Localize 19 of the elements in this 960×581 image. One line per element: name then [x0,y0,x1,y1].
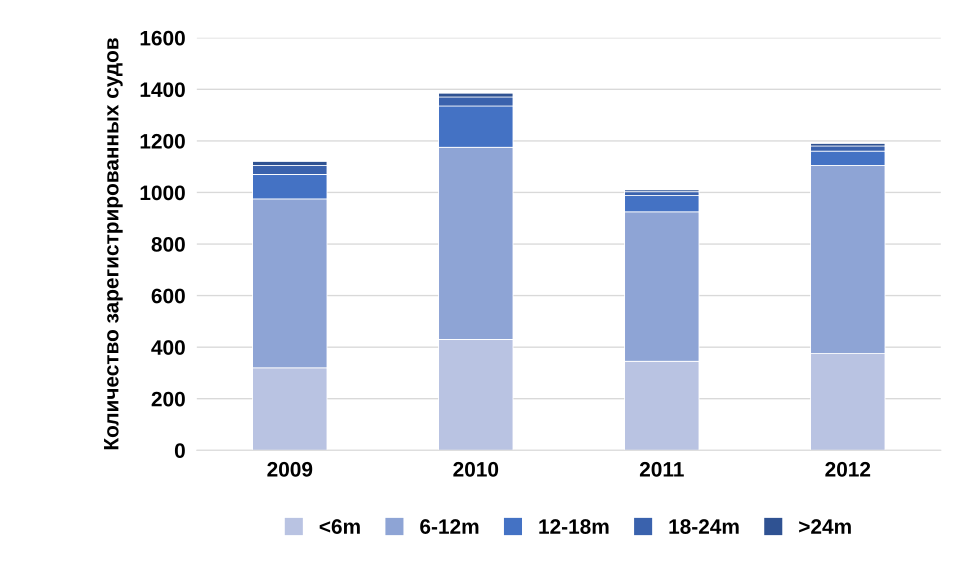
x-tick-label: 2011 [640,462,684,477]
y-axis-title: Количество зарегистрированных судов [104,38,123,450]
x-tick-label: 2010 [453,462,498,477]
x-tick-label: 2012 [825,462,870,477]
y-tick-label: 1200 [140,134,185,149]
y-tick-label: 400 [151,340,185,355]
legend-label: <6m [320,519,360,534]
legend-label: >24m [799,519,851,534]
legend-label: 12-18m [539,519,608,534]
legend-label: 6-12m [420,519,478,534]
y-tick-label: 1400 [140,82,185,98]
x-tick-label: 2009 [267,462,312,477]
y-tick-label: 800 [152,237,185,252]
legend-label: 18-24m [669,519,739,534]
y-tick-label: 1000 [140,185,185,200]
y-tick-label: 600 [152,288,185,304]
y-tick-label: 1600 [140,30,185,46]
y-tick-label: 200 [152,392,185,406]
y-tick-label: 0 [174,443,185,458]
